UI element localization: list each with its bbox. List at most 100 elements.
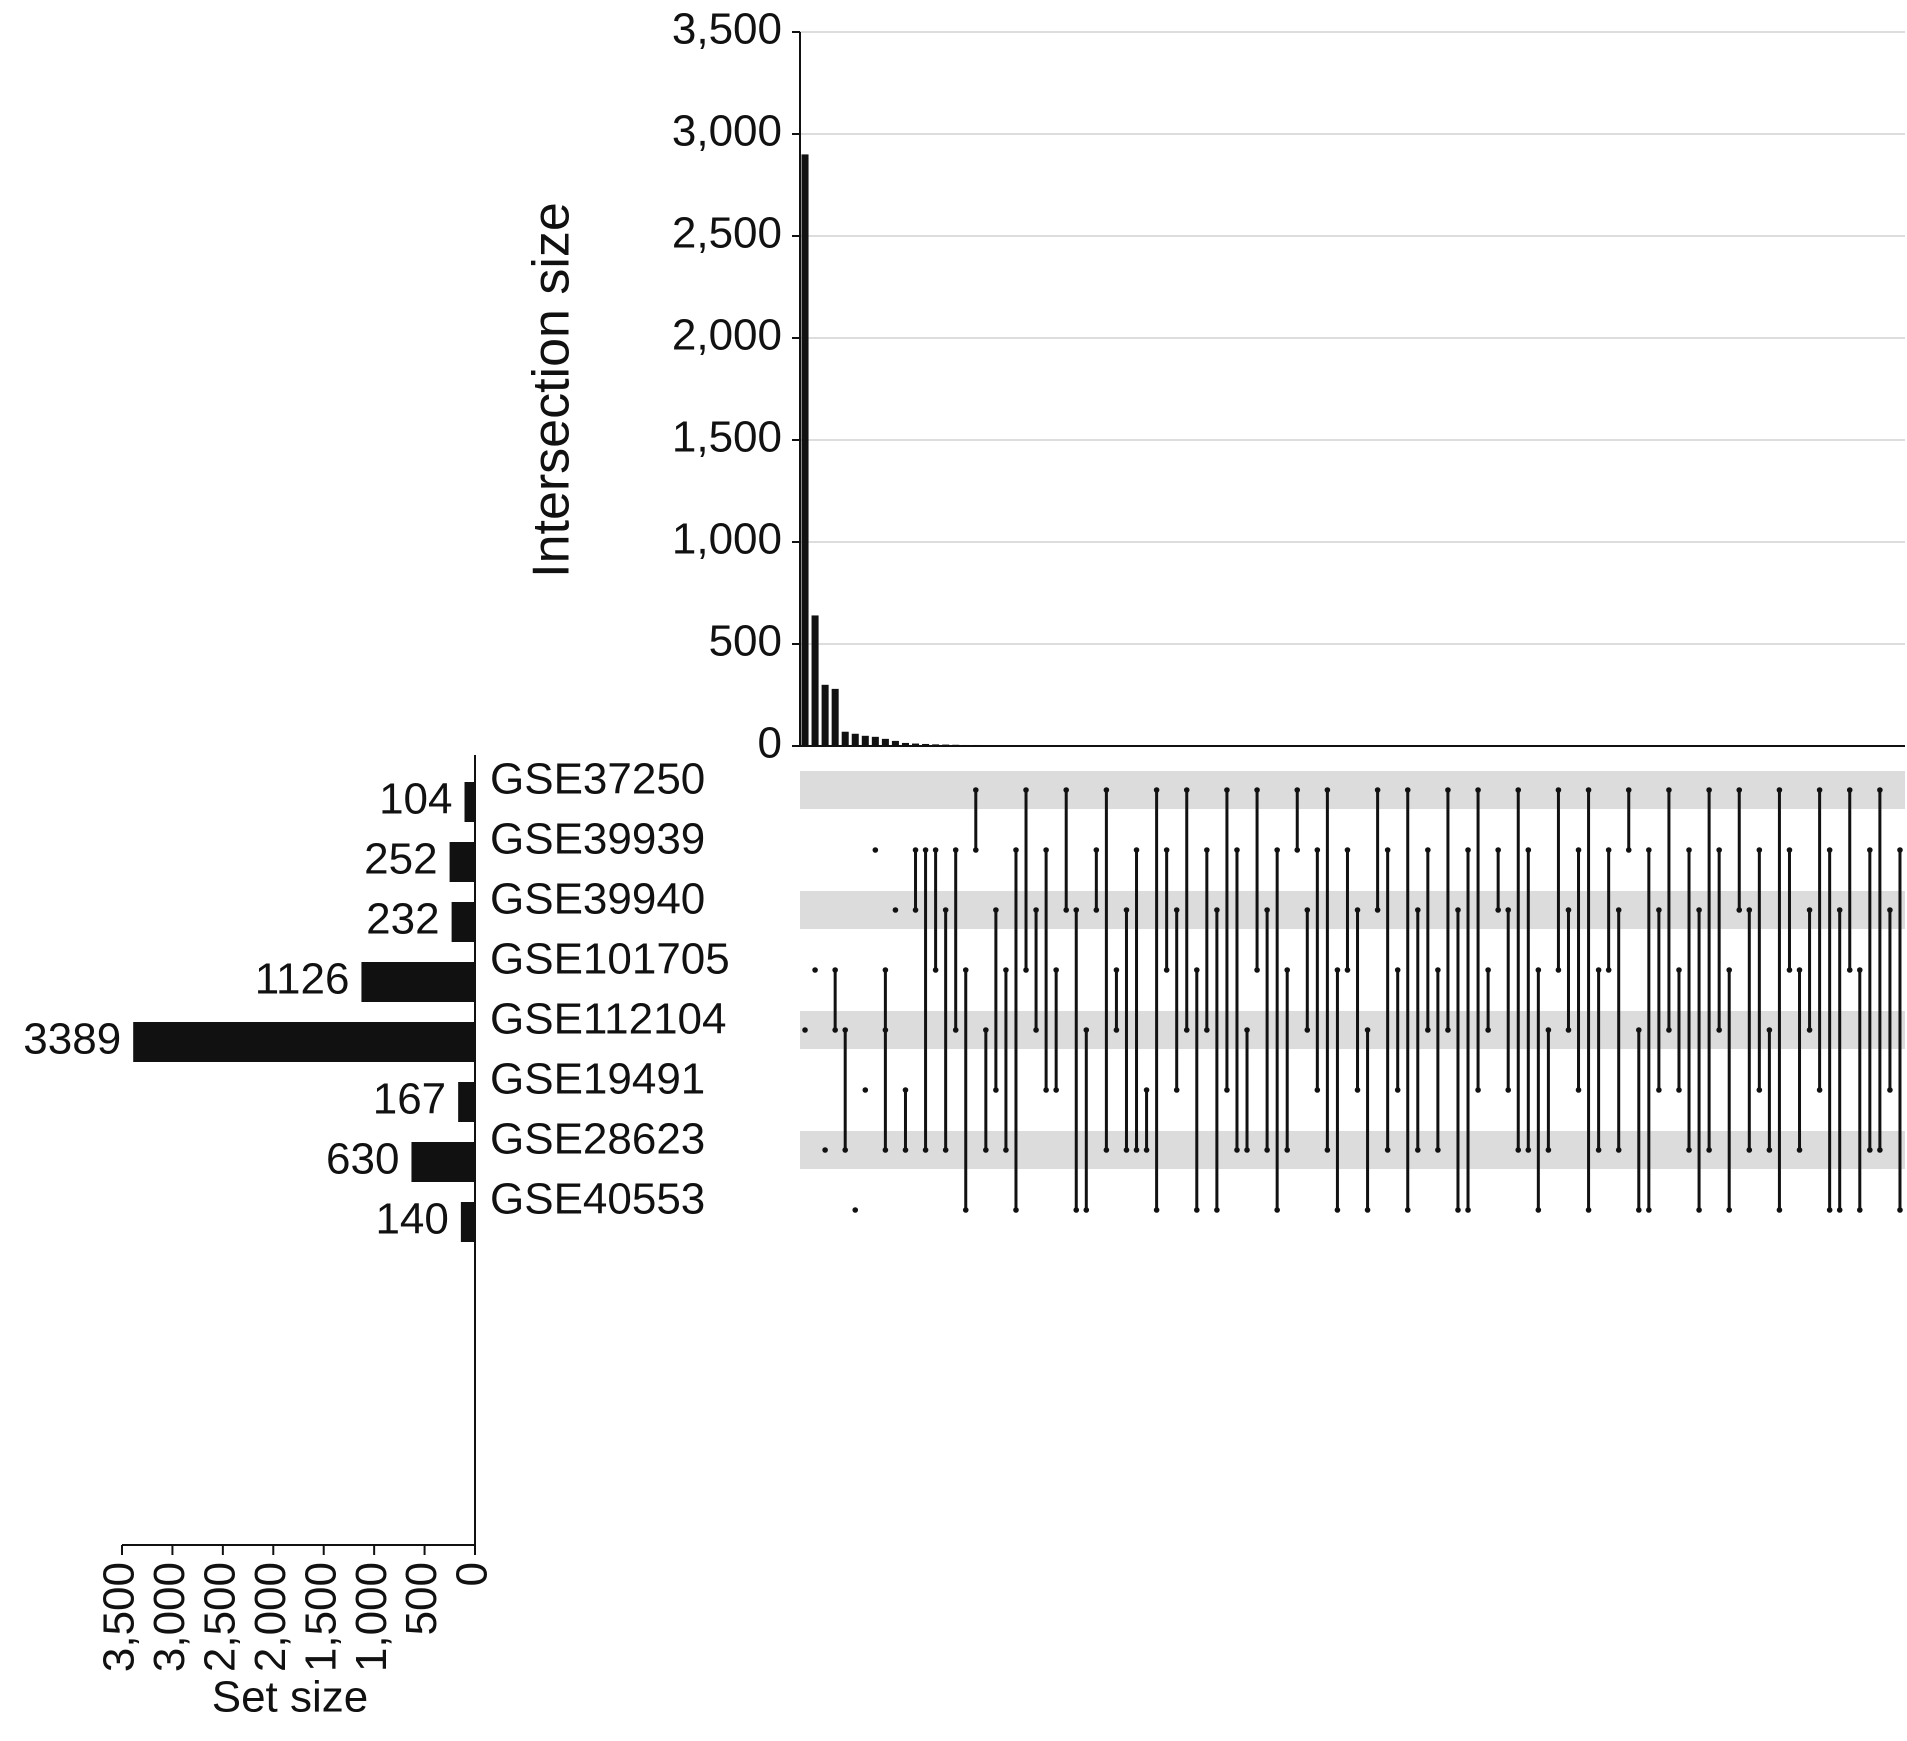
intersection-bar (881, 738, 889, 746)
matrix-dot (1555, 967, 1562, 973)
matrix-dot (972, 787, 979, 793)
matrix-dot (1826, 1207, 1833, 1213)
matrix-dot (902, 1147, 909, 1153)
matrix-dot (1404, 787, 1411, 793)
x-tick-label: 2,500 (195, 1562, 244, 1672)
matrix-dot (1856, 967, 1863, 973)
matrix-dot (1244, 1027, 1250, 1033)
matrix-dot (1394, 967, 1401, 973)
matrix-dot (1786, 967, 1793, 973)
matrix-dot (1314, 1087, 1321, 1093)
matrix-dot (1244, 1147, 1250, 1153)
matrix-dot (1676, 1087, 1682, 1093)
matrix-dot (1806, 907, 1813, 913)
matrix-dot (1766, 1027, 1773, 1033)
matrix-dot (1485, 1027, 1491, 1033)
x-tick-label: 2,000 (246, 1562, 295, 1672)
matrix-dot (1746, 1147, 1753, 1153)
matrix-dot (1364, 1207, 1371, 1213)
set-size-label: 167 (373, 1075, 446, 1124)
matrix-dot (1354, 1087, 1361, 1093)
matrix-dot (1133, 847, 1140, 853)
x-tick-label: 0 (448, 1562, 497, 1586)
matrix-dot (1384, 1147, 1391, 1153)
intersection-bar (972, 744, 980, 746)
matrix-dot (872, 847, 879, 853)
set-name: GSE112104 (490, 995, 726, 1044)
matrix-dot (1595, 1147, 1602, 1153)
intersection-bar (1002, 745, 1010, 746)
intersection-bar (1012, 745, 1020, 746)
matrix-dot (1043, 1087, 1049, 1093)
matrix-dot (1364, 1027, 1371, 1033)
matrix-dot (1163, 967, 1170, 973)
matrix-dot (922, 1147, 929, 1153)
x-tick-label: 1,000 (347, 1562, 396, 1672)
matrix-dot (1425, 847, 1431, 853)
y-tick-label: 2,000 (672, 311, 782, 360)
matrix-dot (1294, 847, 1301, 853)
set-name: GSE39939 (490, 815, 705, 864)
matrix-dot (1133, 1147, 1140, 1153)
set-name: GSE40553 (490, 1175, 705, 1224)
matrix-dot (1183, 787, 1190, 793)
matrix-dot (962, 967, 969, 973)
matrix-dot (1063, 787, 1070, 793)
matrix-dot (1666, 787, 1672, 793)
matrix-dot (1485, 967, 1491, 973)
matrix-dot (1535, 1207, 1542, 1213)
matrix-dot (1445, 1027, 1451, 1033)
matrix-dot (1686, 1147, 1692, 1153)
y-tick-label: 3,000 (672, 107, 782, 156)
matrix-dot (1143, 1147, 1150, 1153)
matrix-dot (1254, 787, 1260, 793)
set-size-label: 252 (364, 835, 437, 884)
matrix-dot (1816, 1087, 1823, 1093)
matrix-dot (1073, 1207, 1080, 1213)
matrix-dot (1435, 967, 1441, 973)
intersection-bar (841, 731, 849, 746)
matrix-dot (1605, 967, 1612, 973)
matrix-dot (1193, 967, 1200, 973)
matrix-dot (932, 967, 939, 973)
row-stripe (800, 891, 1905, 929)
intersection-bar (871, 736, 879, 746)
matrix-dot (1897, 847, 1903, 853)
x-tick-label: 1,500 (296, 1562, 345, 1672)
matrix-dot (1204, 847, 1210, 853)
matrix-dot (993, 1087, 999, 1093)
matrix-dot (1726, 967, 1733, 973)
matrix-dot (882, 967, 889, 973)
set-bar (411, 1142, 475, 1182)
matrix-dot (1595, 967, 1602, 973)
matrix-dot (1384, 847, 1391, 853)
matrix-dot (1545, 1027, 1552, 1033)
matrix-dot (1746, 907, 1753, 913)
matrix-dot (1726, 1207, 1733, 1213)
matrix-dot (1555, 787, 1562, 793)
matrix-dot (993, 907, 999, 913)
matrix-dot (1053, 967, 1059, 973)
matrix-dot (1324, 787, 1331, 793)
matrix-dot (1063, 907, 1070, 913)
matrix-dot (1113, 1027, 1120, 1033)
matrix-dot (1043, 847, 1049, 853)
matrix-dot (1023, 967, 1029, 973)
matrix-dot (1495, 847, 1501, 853)
matrix-dot (1535, 967, 1542, 973)
matrix-dot (1414, 1147, 1421, 1153)
matrix-dot (1324, 1147, 1331, 1153)
matrix-dot (1646, 1207, 1652, 1213)
matrix-dot (1264, 907, 1270, 913)
matrix-dot (1515, 787, 1522, 793)
matrix-dot (1686, 847, 1692, 853)
matrix-dot (1565, 907, 1572, 913)
set-name: GSE19491 (490, 1055, 705, 1104)
matrix-dot (1103, 1147, 1110, 1153)
matrix-dot (1123, 907, 1130, 913)
matrix-dot (1505, 907, 1512, 913)
y-tick-label: 2,500 (672, 209, 782, 258)
matrix-dot (1646, 847, 1652, 853)
y-tick-label: 1,000 (672, 515, 782, 564)
